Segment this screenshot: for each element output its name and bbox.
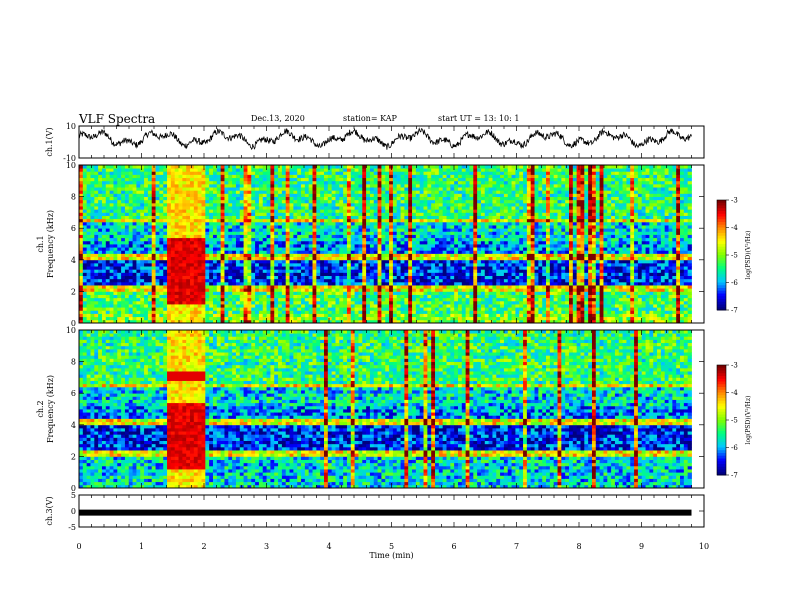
x-tick-label: 2 xyxy=(201,542,206,551)
ch1-spectrogram-ylabel: Frequency (kHz) xyxy=(46,210,55,278)
date-label: Dec.13, 2020 xyxy=(251,114,305,123)
chart-title: VLF Spectra xyxy=(79,112,156,126)
ch3-waveform-ylabel: ch.3(V) xyxy=(45,496,54,525)
x-tick-label: 7 xyxy=(514,542,519,551)
x-tick-label: 10 xyxy=(699,542,709,551)
x-tick-label: 1 xyxy=(139,542,144,551)
ch2-spectrogram-colorbar xyxy=(717,365,726,476)
ch1-spectrogram-colorbar-tick-label: -5 xyxy=(731,252,738,260)
ch3-waveform-tick-label: 0 xyxy=(71,507,76,516)
ch2-spectrogram-colorbar-tick-label: -4 xyxy=(731,389,738,397)
x-tick-label: 4 xyxy=(326,542,331,551)
ch2-spectrogram-tick-label: 4 xyxy=(71,421,76,430)
ch1-spectrogram-tick-label: 4 xyxy=(71,256,76,265)
ch1-waveform-tick-label: -10 xyxy=(63,154,76,163)
ch2-spectrogram-colorbar-tick-label: -5 xyxy=(731,417,738,425)
ch1-spectrogram-tick-label: 0 xyxy=(71,319,76,328)
ch1-spectrogram-colorbar xyxy=(717,200,726,311)
ch1-spectrogram-cells xyxy=(79,165,692,324)
ch1-spectrogram-tick-label: 8 xyxy=(71,193,76,202)
ch2-spectrogram-tick-label: 2 xyxy=(71,452,76,461)
x-tick-label: 3 xyxy=(264,542,269,551)
ch2-spectrogram-tick-label: 8 xyxy=(71,358,76,367)
ch2-spectrogram-cells xyxy=(79,330,692,489)
ch1-spectrogram-tick-label: 2 xyxy=(71,287,76,296)
ch1-spectrogram-colorbar-tick-label: -7 xyxy=(731,307,738,315)
ch2-spectrogram-colorbar-tick-label: -7 xyxy=(731,472,738,480)
ch2-spectrogram-ylabel: Frequency (kHz) xyxy=(46,375,55,443)
ch1-spectrogram-colorbar-tick-label: -6 xyxy=(731,279,738,287)
ch2-spectrogram-colorbar-tick-label: -3 xyxy=(731,362,738,370)
ch3-waveform-tick-label: -5 xyxy=(68,523,76,532)
ch1-spectrogram-tick-label: 6 xyxy=(71,224,76,233)
ch1-spectrogram-colorbar-tick-label: -3 xyxy=(731,197,738,205)
x-tick-label: 8 xyxy=(576,542,581,551)
ch1-spectrogram-colorbar-tick-label: -4 xyxy=(731,224,738,232)
x-tick-label: 5 xyxy=(389,542,394,551)
x-axis-label: Time (min) xyxy=(369,551,413,560)
ch1-spectrogram-tick-label: 10 xyxy=(66,161,76,170)
ch1-spectrogram-colorbar-label: log(PSD)(V²/Hz) xyxy=(745,231,752,280)
ch3-waveform-tick-label: 5 xyxy=(71,491,76,500)
ch2-spectrogram-ylabel: ch.2 xyxy=(36,400,45,417)
ch2-spectrogram-colorbar-tick-label: -6 xyxy=(731,444,738,452)
ch1-spectrogram-ylabel: ch.1 xyxy=(36,235,45,252)
ch2-spectrogram-tick-label: 6 xyxy=(71,389,76,398)
ch1-waveform-ylabel: ch.1(V) xyxy=(45,127,54,156)
ch2-spectrogram-tick-label: 0 xyxy=(71,484,76,493)
ch1-waveform-tick-label: 10 xyxy=(66,122,76,131)
ch2-spectrogram-colorbar-label: log(PSD)(V²/Hz) xyxy=(745,396,752,445)
ch2-spectrogram-tick-label: 10 xyxy=(66,326,76,335)
start-time-label: start UT = 13: 10: 1 xyxy=(438,114,520,123)
station-label: station= KAP xyxy=(343,114,397,123)
x-tick-label: 9 xyxy=(639,542,644,551)
x-tick-label: 6 xyxy=(451,542,456,551)
ch1-waveform-series xyxy=(78,127,692,150)
x-tick-label: 0 xyxy=(76,542,81,551)
